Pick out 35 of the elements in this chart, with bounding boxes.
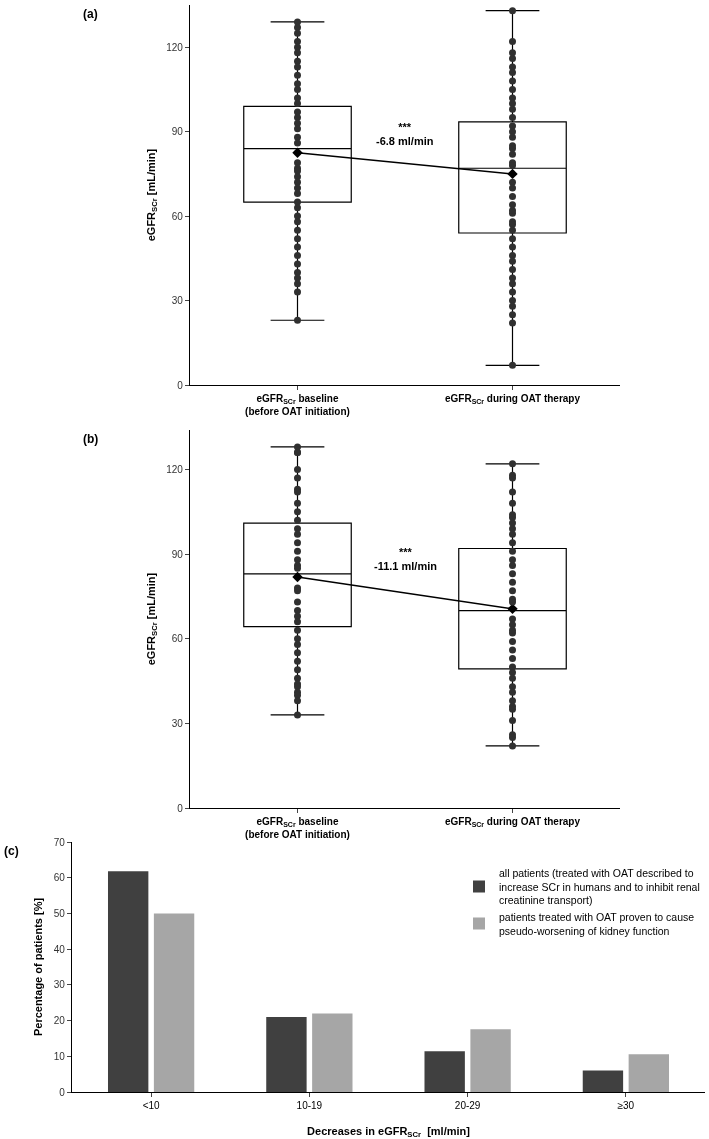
- y-tick-label: 120: [166, 463, 184, 475]
- x-tick-label: eGFR$_{SCr}$ during OAT therapy: [444, 816, 581, 829]
- y-tick-label: 90: [171, 126, 184, 138]
- y-tick-label: 0: [59, 1086, 66, 1098]
- y-tick-label: 60: [171, 210, 184, 222]
- y-tick-label: 10: [53, 1050, 66, 1062]
- y-tick-label: 30: [171, 295, 184, 307]
- y-tick-label: 0: [177, 802, 184, 814]
- x-axis-title: Decreases in eGFR$_{SCr}$ [ml/min]: [307, 1124, 471, 1139]
- y-tick-label: 50: [53, 907, 66, 919]
- text: (b): [83, 432, 99, 446]
- x-tick-label: eGFR$_{SCr}$ during OAT therapy: [444, 393, 581, 406]
- y-tick-label: 40: [53, 943, 66, 955]
- x-tick-label: eGFR$_{SCr}$ baseline (before OAT initiation): [245, 816, 350, 841]
- annotation: *** -11.1 ml/min: [374, 546, 438, 573]
- x-tick-label: ≥30: [617, 1100, 635, 1112]
- text: (a): [83, 7, 98, 21]
- x-tick-label: 10-19: [296, 1100, 323, 1112]
- x-tick-label: 20-29: [454, 1100, 481, 1112]
- y-tick-label: 30: [171, 717, 184, 729]
- y-tick-label: 90: [171, 548, 184, 560]
- chart-title: (c): [4, 844, 19, 858]
- y-tick-label: 20: [53, 1015, 66, 1027]
- y-axis-title: Percentage of patients [%]: [32, 897, 45, 1037]
- y-tick-label: 60: [53, 872, 66, 884]
- y-tick-label: 70: [53, 836, 66, 848]
- y-tick-label: 0: [177, 379, 184, 391]
- legend-label: patients treated with OAT proven to cause pseudo-worsening of kidney function: [499, 910, 695, 937]
- y-tick-label: 60: [171, 633, 184, 645]
- y-tick-label: 120: [166, 41, 184, 53]
- y-tick-label: 30: [53, 979, 66, 991]
- x-tick-label: eGFR$_{SCr}$ baseline (before OAT initiation): [245, 393, 350, 418]
- annotation: *** -6.8 ml/min: [376, 121, 434, 148]
- legend-label: all patients (treated with OAT described to increase SCr in humans and to inhibit renal creatinine transport): [499, 866, 700, 907]
- x-tick-label: <10: [142, 1100, 161, 1112]
